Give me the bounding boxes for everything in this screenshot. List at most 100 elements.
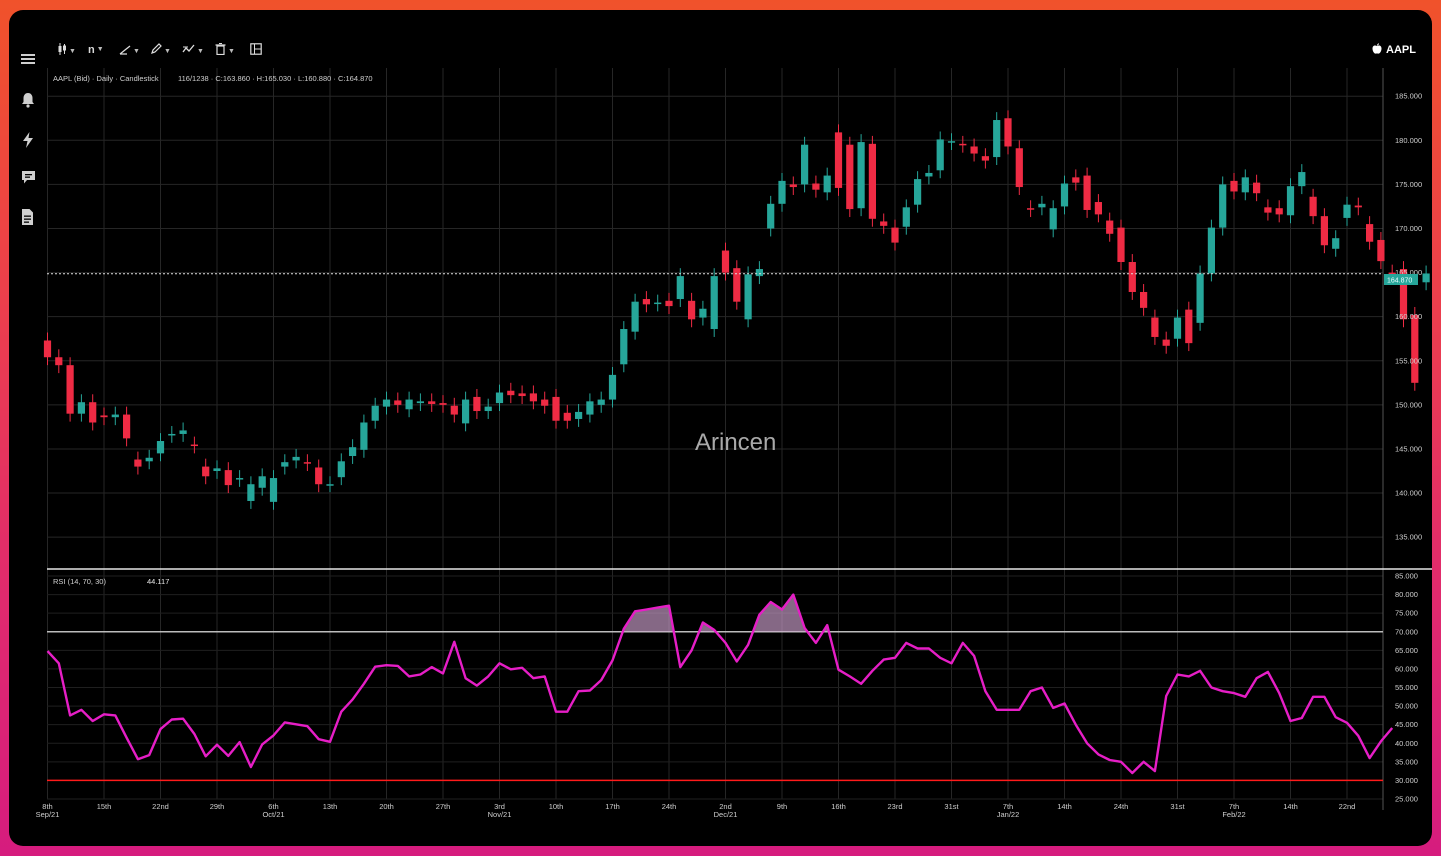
candles	[43, 110, 1430, 510]
candle	[676, 268, 684, 307]
candle	[1015, 140, 1023, 195]
time-tick-label: 23rd	[887, 802, 902, 811]
time-tick-label: 3rd	[494, 802, 505, 811]
rsi-axis[interactable]: 25.000 30.000 35.000 40.000 45.000 50.000 55.0…	[1395, 572, 1418, 804]
price-tick-label: 145.000	[1395, 444, 1422, 453]
candle	[1196, 265, 1204, 331]
candle	[1162, 331, 1170, 354]
rsi-tick-label: 85.000	[1395, 572, 1418, 581]
grid-lines	[47, 68, 1383, 800]
candle	[100, 407, 108, 426]
candle	[1106, 212, 1114, 242]
candle	[586, 393, 594, 423]
price-axis[interactable]: 135.000 140.000 145.000 150.000 155.000 160.0…	[1395, 92, 1422, 542]
candle	[834, 124, 843, 196]
candle	[721, 242, 730, 281]
sidebar-item-menu[interactable]	[21, 51, 37, 67]
layout-icon	[250, 43, 262, 55]
time-tick-sublabel: Oct/21	[262, 810, 284, 819]
candle	[1128, 254, 1136, 300]
candle	[642, 291, 650, 313]
layout-button[interactable]	[250, 43, 262, 57]
time-tick-label: 13th	[323, 802, 338, 811]
drawing-tools-button[interactable]: ▼	[119, 43, 140, 58]
sidebar-item-chat[interactable]	[21, 170, 37, 186]
rsi-tick-label: 75.000	[1395, 609, 1418, 618]
time-tick-label: 7th	[1229, 802, 1239, 811]
candle	[1049, 200, 1057, 238]
pattern-tools-button[interactable]: ▼	[182, 43, 204, 58]
candle	[507, 382, 515, 404]
candle	[541, 391, 549, 414]
time-tick-label: 14th	[1283, 802, 1298, 811]
price-tick-label: 175.000	[1395, 180, 1422, 189]
rsi-panel-title: RSI (14, 70, 30)	[53, 577, 106, 586]
price-tick-label: 150.000	[1395, 400, 1422, 409]
time-tick-label: 8th	[42, 802, 52, 811]
time-tick-label: 17th	[605, 802, 620, 811]
candle	[1027, 200, 1035, 218]
candle	[89, 394, 97, 431]
candle	[303, 454, 311, 471]
time-tick-label: 22nd	[1339, 802, 1356, 811]
candle	[959, 135, 967, 153]
sidebar-item-signals[interactable]	[21, 132, 37, 148]
candle	[55, 349, 63, 374]
candle	[608, 366, 617, 408]
rsi-tick-label: 55.000	[1395, 683, 1418, 692]
indicators-button[interactable]: n ▼	[88, 44, 104, 56]
time-tick-label: 16th	[831, 802, 846, 811]
candle	[202, 458, 210, 485]
chat-icon	[22, 171, 35, 184]
candle	[1275, 200, 1283, 223]
chart-svg[interactable]: Arincen 135.000 140.000 145.000 150.000 155.…	[9, 10, 1432, 846]
symbol-button[interactable]: AAPL	[1372, 43, 1416, 56]
rsi-tick-label: 80.000	[1395, 590, 1418, 599]
time-tick-label: 7th	[1003, 802, 1013, 811]
time-tick-label: 29th	[210, 802, 225, 811]
time-tick-sublabel: Jan/22	[997, 810, 1020, 819]
candle	[66, 357, 74, 422]
candle	[213, 460, 221, 479]
candle	[179, 422, 187, 442]
candle	[168, 426, 176, 443]
candle	[315, 459, 323, 493]
candle	[247, 476, 255, 509]
candle	[1411, 306, 1419, 391]
candle	[1366, 216, 1374, 250]
pencil-tools-button[interactable]: ▼	[150, 43, 171, 58]
rsi-tick-label: 35.000	[1395, 757, 1418, 766]
price-tick-label: 170.000	[1395, 224, 1422, 233]
sidebar-item-alerts[interactable]	[21, 92, 37, 108]
candle	[450, 397, 458, 423]
sidebar-item-documents[interactable]	[21, 209, 37, 225]
candle	[699, 300, 707, 326]
rsi-value: 44.117	[147, 577, 169, 586]
candle	[981, 148, 989, 169]
time-tick-label: 15th	[97, 802, 112, 811]
candle	[1354, 197, 1362, 216]
time-tick-label: 20th	[379, 802, 394, 811]
delete-drawings-button[interactable]: ▼	[215, 43, 235, 58]
candle	[925, 165, 933, 185]
chart-type-button[interactable]: ▼	[57, 43, 76, 58]
candle	[902, 199, 910, 235]
candle	[405, 391, 413, 418]
candle	[857, 134, 865, 217]
time-tick-label: 10th	[549, 802, 564, 811]
candle	[1072, 169, 1080, 191]
bell-icon	[22, 93, 34, 108]
candle	[292, 448, 300, 469]
rsi-line	[46, 593, 1394, 775]
time-tick-label: 27th	[436, 802, 451, 811]
candle	[337, 453, 345, 486]
time-tick-sublabel: Feb/22	[1222, 810, 1245, 819]
candle	[812, 175, 820, 198]
candle	[382, 391, 391, 415]
document-icon	[22, 209, 33, 225]
candle	[575, 403, 583, 427]
candle	[439, 395, 447, 413]
candle	[1298, 164, 1306, 195]
candle	[1060, 175, 1069, 215]
